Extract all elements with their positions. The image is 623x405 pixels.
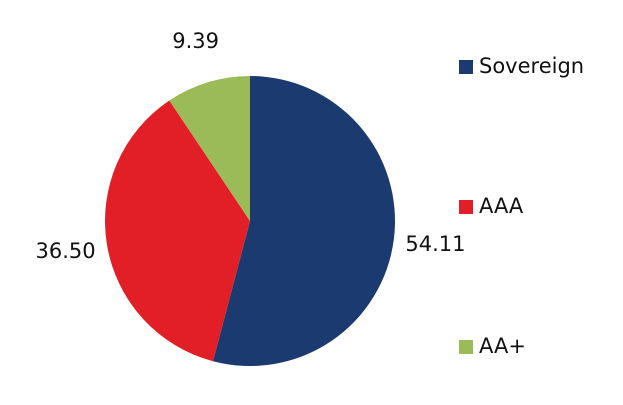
data-label: 54.11 bbox=[405, 232, 465, 256]
pie-slice bbox=[212, 76, 395, 367]
legend-label: AAA bbox=[479, 194, 524, 218]
pie-slice bbox=[104, 100, 250, 362]
pie-slice bbox=[169, 76, 250, 221]
legend-swatch bbox=[459, 340, 473, 354]
legend-label: Sovereign bbox=[479, 54, 584, 78]
data-label: 9.39 bbox=[172, 29, 219, 53]
legend-label: AA+ bbox=[479, 334, 526, 358]
legend-swatch bbox=[459, 200, 473, 214]
data-label: 36.50 bbox=[36, 239, 96, 263]
legend-swatch bbox=[459, 60, 473, 74]
